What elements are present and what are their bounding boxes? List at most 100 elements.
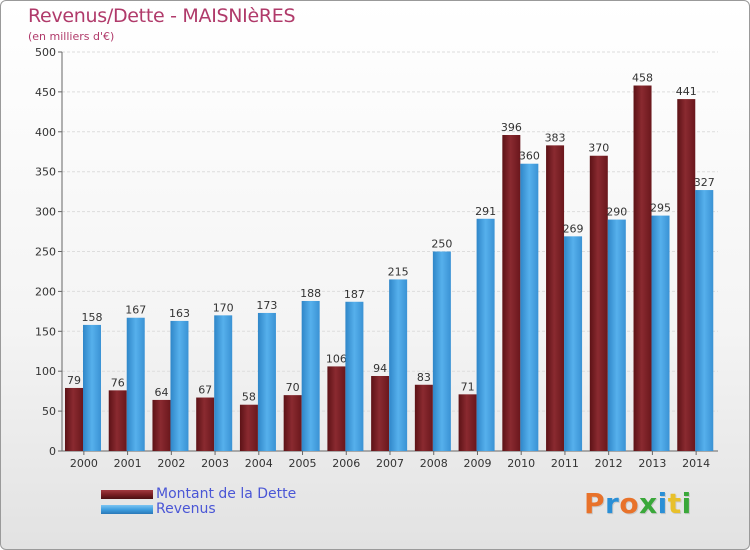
value-label-revenus: 269	[563, 222, 584, 235]
value-label-dette: 67	[198, 384, 212, 397]
y-tick-label: 100	[35, 365, 56, 378]
logo-letter: i	[657, 487, 668, 520]
bar-revenus	[83, 324, 101, 451]
value-label-revenus: 215	[388, 265, 409, 278]
y-tick-label: 200	[35, 285, 56, 298]
value-label-revenus: 173	[256, 299, 277, 312]
value-label-revenus: 327	[694, 176, 715, 189]
x-tick-label: 2001	[114, 457, 142, 470]
y-tick-label: 350	[35, 166, 56, 179]
x-tick-label: 2013	[638, 457, 666, 470]
value-label-revenus: 167	[125, 304, 146, 317]
value-label-revenus: 291	[475, 205, 496, 218]
value-label-revenus: 188	[300, 287, 321, 300]
bar-dette	[633, 85, 652, 452]
logo-letter: o	[619, 487, 640, 520]
bar-revenus	[214, 315, 233, 451]
x-tick-label: 2009	[463, 457, 491, 470]
bar-dette	[239, 404, 258, 451]
bar-revenus	[564, 236, 583, 451]
bar-dette	[65, 387, 83, 451]
value-label-revenus: 163	[169, 307, 190, 320]
bar-dette	[152, 399, 171, 451]
value-label-dette: 71	[461, 380, 475, 393]
bar-revenus	[301, 300, 320, 451]
value-label-revenus: 360	[519, 150, 540, 163]
y-tick-label: 150	[35, 325, 56, 338]
bar-dette	[546, 145, 565, 451]
value-label-revenus: 295	[650, 202, 671, 215]
value-label-dette: 396	[501, 121, 522, 134]
bar-dette	[589, 155, 608, 452]
y-tick-label: 400	[35, 126, 56, 139]
bar-revenus	[432, 251, 451, 451]
x-tick-label: 2002	[157, 457, 185, 470]
y-tick-label: 300	[35, 206, 56, 219]
bar-revenus	[651, 215, 670, 451]
x-tick-label: 2007	[376, 457, 404, 470]
bar-dette	[677, 99, 696, 451]
x-tick-label: 2005	[289, 457, 317, 470]
value-label-dette: 83	[417, 371, 431, 384]
value-label-dette: 94	[373, 362, 387, 375]
x-tick-label: 2008	[420, 457, 448, 470]
value-label-revenus: 187	[344, 288, 365, 301]
bar-revenus	[695, 190, 714, 451]
bar-dette	[327, 366, 346, 451]
value-label-dette: 64	[154, 386, 168, 399]
chart-title: Revenus/Dette - MAISNIèRES	[28, 5, 296, 27]
logo-letter: r	[605, 487, 620, 520]
bar-dette	[414, 384, 433, 451]
logo-letter: i	[681, 487, 692, 520]
x-tick-label: 2011	[551, 457, 579, 470]
value-label-revenus: 290	[606, 206, 627, 219]
value-label-revenus: 250	[431, 238, 452, 251]
x-tick-label: 2012	[595, 457, 623, 470]
legend-label-dette: Montant de la Dette	[156, 486, 297, 502]
y-tick-label: 0	[49, 445, 56, 458]
legend-label-revenus: Revenus	[156, 501, 216, 517]
x-tick-label: 2006	[332, 457, 360, 470]
value-label-dette: 76	[111, 376, 125, 389]
value-label-revenus: 158	[82, 311, 103, 324]
legend-swatch-dette	[101, 490, 153, 499]
chart-subtitle: (en milliers d'€)	[28, 30, 115, 43]
bar-revenus	[389, 279, 408, 451]
x-tick-label: 2010	[507, 457, 535, 470]
x-tick-label: 2004	[245, 457, 273, 470]
bar-dette	[108, 390, 127, 451]
bar-revenus	[520, 163, 539, 451]
y-tick-label: 500	[35, 46, 56, 59]
y-tick-label: 450	[35, 86, 56, 99]
bar-dette	[458, 394, 477, 451]
legend-swatch-revenus	[101, 505, 153, 514]
value-label-dette: 458	[632, 72, 653, 85]
x-tick-label: 2014	[682, 457, 710, 470]
x-tick-label: 2000	[70, 457, 98, 470]
bar-revenus	[607, 219, 626, 451]
bar-revenus	[345, 301, 364, 451]
bar-revenus	[476, 218, 495, 451]
value-label-dette: 106	[326, 352, 347, 365]
value-label-dette: 370	[588, 142, 609, 155]
y-tick-label: 250	[35, 246, 56, 259]
proxiti-logo: Proxiti	[584, 487, 692, 520]
value-label-revenus: 170	[213, 301, 234, 314]
x-tick-label: 2003	[201, 457, 229, 470]
logo-letter: P	[584, 487, 606, 520]
bar-revenus	[126, 317, 145, 451]
y-tick-label: 50	[42, 405, 56, 418]
bar-dette	[502, 134, 521, 451]
value-label-dette: 441	[676, 85, 697, 98]
bar-dette	[283, 395, 302, 451]
bar-dette	[371, 375, 390, 451]
value-label-dette: 383	[545, 131, 566, 144]
value-label-dette: 58	[242, 391, 256, 404]
bar-revenus	[170, 320, 189, 451]
bar-dette	[196, 397, 215, 451]
value-label-dette: 70	[286, 381, 300, 394]
bar-revenus	[257, 312, 276, 451]
value-label-dette: 79	[67, 374, 81, 387]
